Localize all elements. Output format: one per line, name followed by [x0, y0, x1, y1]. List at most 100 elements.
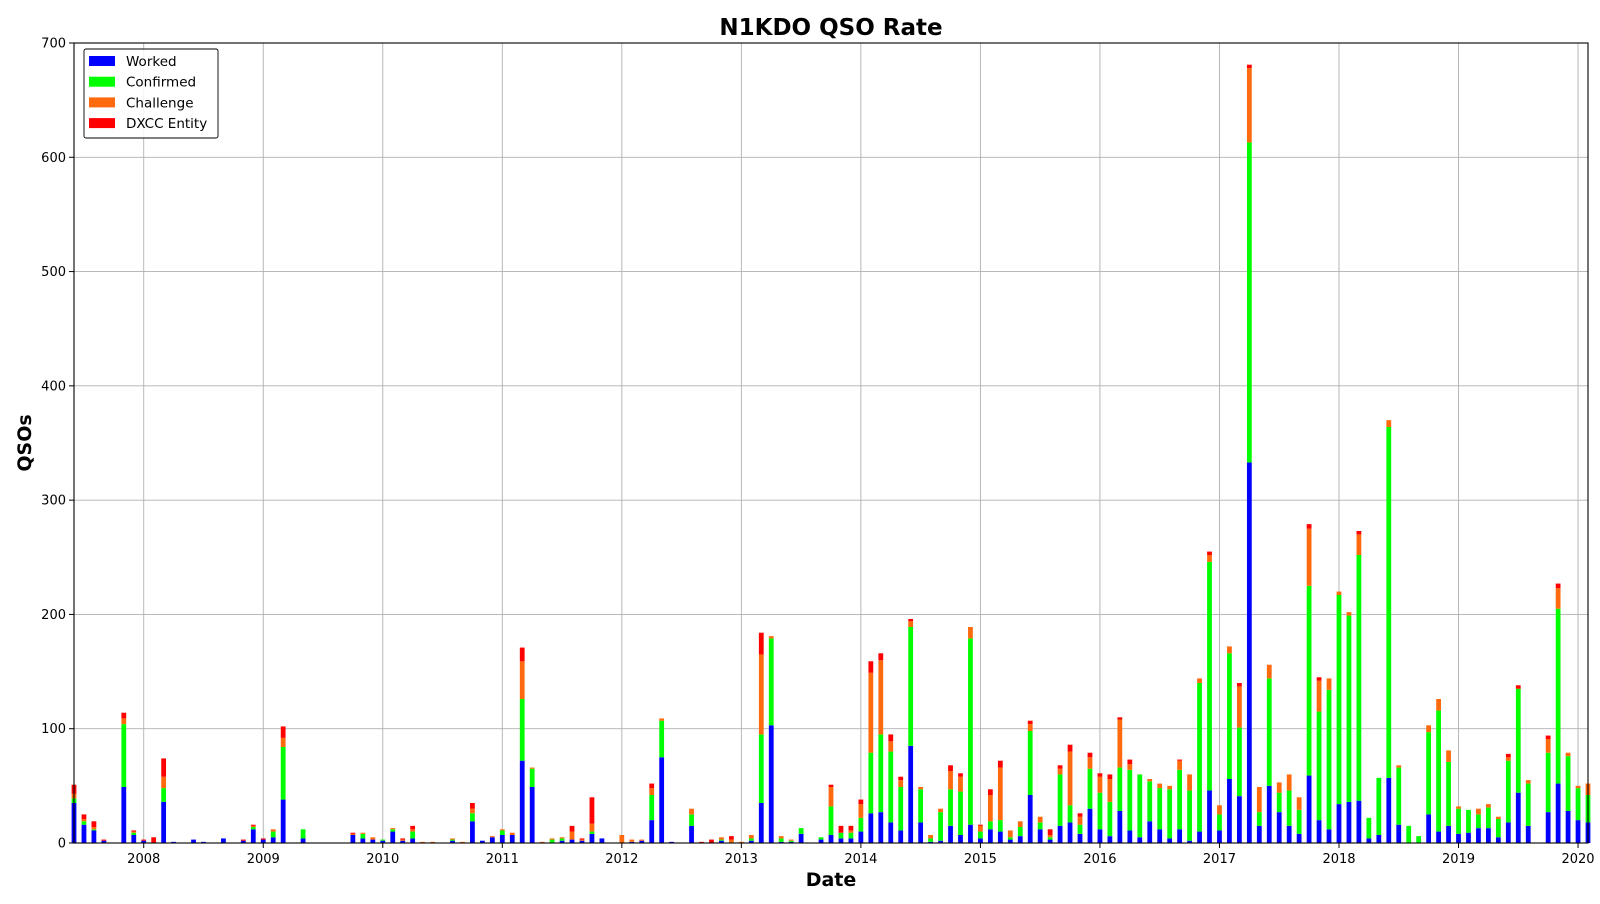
bar-segment-confirmed [1416, 836, 1422, 843]
bar-segment-worked [1157, 829, 1163, 843]
bar-segment-challenge [848, 830, 854, 833]
bar-segment-worked [848, 838, 854, 843]
bar-segment-worked [908, 745, 914, 843]
bar-segment-worked [888, 822, 894, 843]
bar-segment-worked [1256, 825, 1262, 843]
x-tick-label: 2011 [486, 852, 519, 867]
bar-segment-worked [1077, 833, 1083, 843]
bar-segment-challenge [539, 841, 545, 843]
bar-segment-worked [280, 799, 286, 843]
bar-segment-challenge [579, 839, 585, 841]
bar-segment-worked [768, 725, 774, 843]
bar-segment-challenge [410, 829, 416, 832]
bar-segment-worked [1087, 808, 1093, 843]
bar-segment-challenge [1197, 678, 1202, 683]
bar-segment-worked [1505, 822, 1511, 843]
bar-segment-confirmed [529, 768, 535, 787]
bar-segment-worked [529, 787, 535, 843]
x-tick-label: 2016 [1083, 852, 1116, 867]
bar-segment-worked [509, 835, 515, 843]
bar-segment-challenge [1227, 646, 1232, 654]
bar-segment-worked [748, 840, 754, 843]
bar-segment-confirmed [589, 831, 595, 834]
x-tick-label: 2019 [1442, 852, 1475, 867]
x-tick-label: 2012 [605, 852, 638, 867]
bar-segment-confirmed [1127, 769, 1133, 831]
bar-segment-worked [1117, 811, 1123, 843]
bar-segment-challenge [1346, 612, 1352, 616]
bar-segment-confirmed [1406, 825, 1412, 843]
bar-segment-confirmed [858, 817, 864, 832]
bar-segment-challenge [918, 787, 924, 790]
bar-segment-confirmed [1456, 808, 1461, 834]
bar-segment-confirmed [1047, 837, 1053, 840]
bar-segment-worked [1426, 814, 1432, 843]
bar-segment-challenge [1177, 760, 1183, 770]
bar-segment-worked [958, 835, 963, 843]
bar-segment-worked [1446, 825, 1451, 843]
bar-segment-challenge [450, 838, 455, 840]
bar-segment-challenge [1555, 588, 1561, 609]
bar-segment-challenge [1476, 808, 1481, 815]
legend: Worked Confirmed Challenge DXCC Entity [83, 48, 219, 139]
bar-segment-confirmed [938, 812, 943, 841]
bar-segment-confirmed [898, 787, 904, 831]
bar-segment-dxcc-entity [1107, 774, 1113, 779]
bar-segment-challenge [778, 836, 784, 839]
bar-segment-worked [599, 838, 605, 843]
bar-segment-worked [131, 835, 137, 843]
bar-segment-worked [1027, 795, 1033, 843]
bar-segment-challenge [1316, 680, 1322, 712]
bar-segment-worked [1386, 777, 1392, 843]
bar-segment-challenge [1386, 420, 1392, 427]
bar-segment-confirmed [360, 833, 366, 839]
bar-segment-confirmed [1575, 788, 1581, 821]
bar-segment-worked [778, 841, 784, 843]
bar-segment-dxcc-entity [1087, 752, 1093, 758]
bar-segment-dxcc-entity [569, 825, 575, 832]
bar-segment-confirmed [121, 724, 127, 787]
bar-segment-dxcc-entity [978, 824, 983, 826]
bar-segment-worked [1197, 831, 1202, 843]
bar-segment-worked [171, 841, 176, 843]
bar-segment-worked [758, 803, 764, 843]
bar-segment-dxcc-entity [260, 838, 266, 840]
bar-segment-dxcc-entity [161, 758, 167, 777]
bar-segment-challenge [1027, 724, 1033, 731]
bar-segment-challenge [629, 839, 635, 842]
y-tick-label: 600 [41, 151, 66, 166]
bar-segment-dxcc-entity [1555, 583, 1561, 589]
bar-segment-challenge [1246, 68, 1252, 143]
bar-segment-challenge [131, 831, 137, 833]
bar-segment-challenge [430, 841, 435, 843]
bar-segment-challenge [519, 661, 525, 699]
bar-segment-worked [250, 829, 256, 843]
bar-segment-challenge [1286, 774, 1292, 791]
bar-segment-challenge [460, 841, 465, 843]
bar-segment-worked [838, 838, 844, 843]
bar-segment-worked [1266, 785, 1272, 843]
bar-segment-challenge [1147, 779, 1153, 782]
bar-segment-confirmed [798, 828, 804, 834]
bar-segment-worked [1565, 811, 1571, 843]
legend-items: Worked Confirmed Challenge DXCC Entity [89, 54, 207, 132]
bar-segment-challenge [828, 787, 834, 807]
bar-segment-confirmed [470, 813, 475, 822]
bar-segment-worked [569, 839, 575, 843]
bar-segment-confirmed [1376, 777, 1382, 835]
bar-segment-challenge [758, 654, 764, 735]
legend-swatch [89, 76, 115, 87]
bar-segment-dxcc-entity [81, 814, 87, 819]
bar-segment-worked [1177, 829, 1183, 843]
bar-segment-dxcc-entity [649, 783, 655, 789]
bar-segment-challenge [689, 808, 694, 815]
bar-segment-challenge [1306, 528, 1312, 586]
bar-segment-challenge [250, 825, 256, 827]
bar-segment-confirmed [868, 752, 874, 814]
bar-segment-worked [868, 813, 874, 843]
x-tick-label: 2015 [964, 852, 997, 867]
bar-segment-confirmed [1386, 427, 1392, 778]
bar-segment-dxcc-entity [878, 653, 884, 661]
y-tick-label: 300 [41, 494, 66, 509]
bar-segment-confirmed [1167, 789, 1173, 839]
